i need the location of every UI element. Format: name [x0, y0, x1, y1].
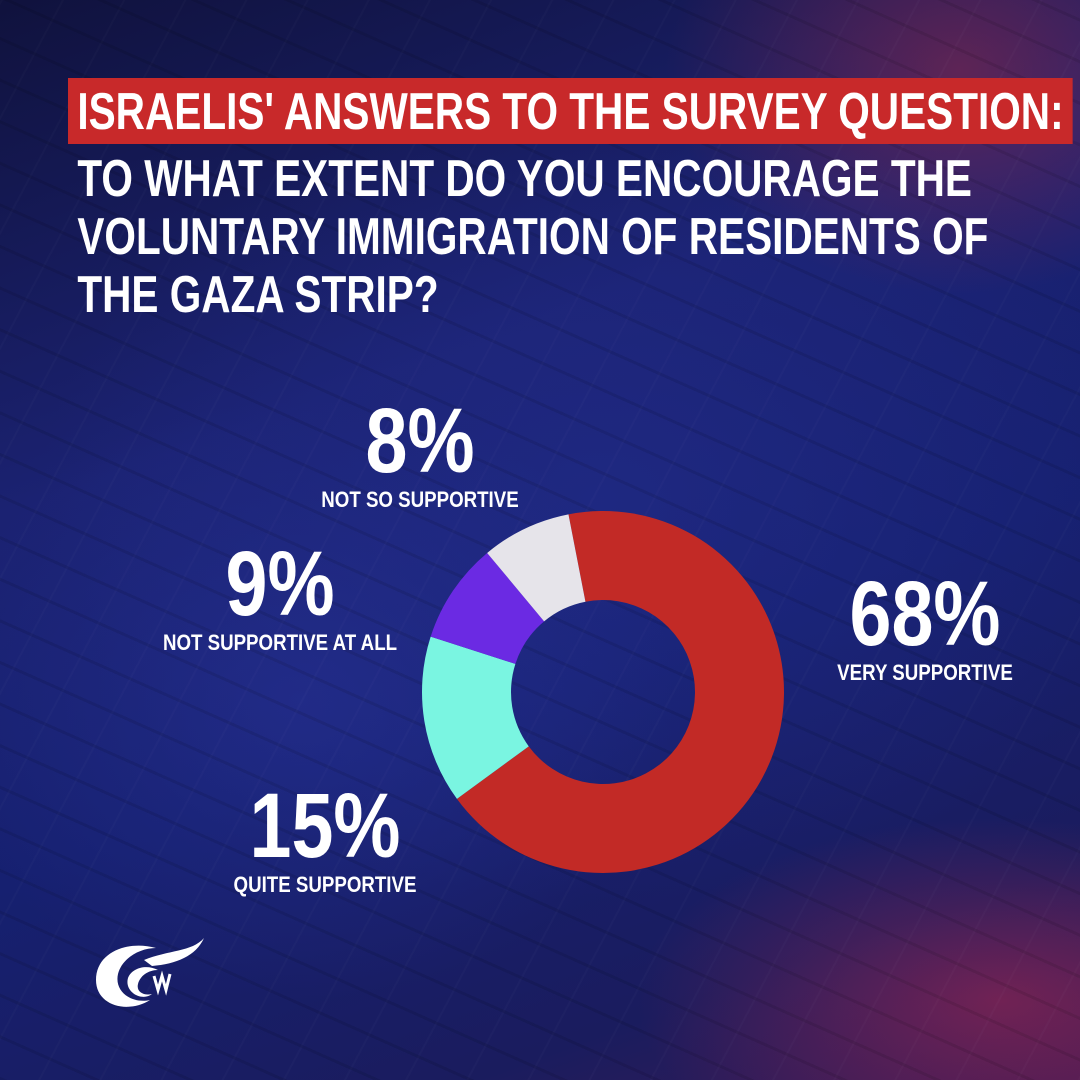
label-very-supportive: 68% VERY SUPPORTIVE	[800, 568, 1050, 686]
donut-slice-not-supportive-at-all	[430, 552, 545, 664]
donut-slice-quite-supportive	[422, 636, 529, 799]
caption-quite-supportive: QUITE SUPPORTIVE	[233, 872, 417, 897]
donut-slice-very-supportive	[456, 511, 785, 873]
title-line-3: THE GAZA STRIP?	[77, 266, 439, 324]
caption-not-supportive-at-all: NOT SUPPORTIVE AT ALL	[162, 630, 398, 655]
value-very-supportive: 68%	[849, 563, 1001, 665]
value-not-so-supportive: 8%	[365, 390, 475, 492]
title-highlight: ISRAELIS' ANSWERS TO THE SURVEY QUESTION…	[68, 78, 1073, 144]
label-not-so-supportive: 8% NOT SO SUPPORTIVE	[290, 395, 550, 513]
label-not-supportive-at-all: 9% NOT SUPPORTIVE AT ALL	[130, 538, 430, 656]
label-quite-supportive: 15% QUITE SUPPORTIVE	[195, 780, 455, 898]
al-mayadeen-logo-icon	[96, 938, 204, 1007]
value-not-supportive-at-all: 9%	[225, 533, 335, 635]
value-quite-supportive: 15%	[249, 775, 401, 877]
caption-not-so-supportive: NOT SO SUPPORTIVE	[321, 487, 519, 512]
caption-very-supportive: VERY SUPPORTIVE	[837, 660, 1013, 685]
donut-slice-not-so-supportive	[487, 514, 586, 622]
